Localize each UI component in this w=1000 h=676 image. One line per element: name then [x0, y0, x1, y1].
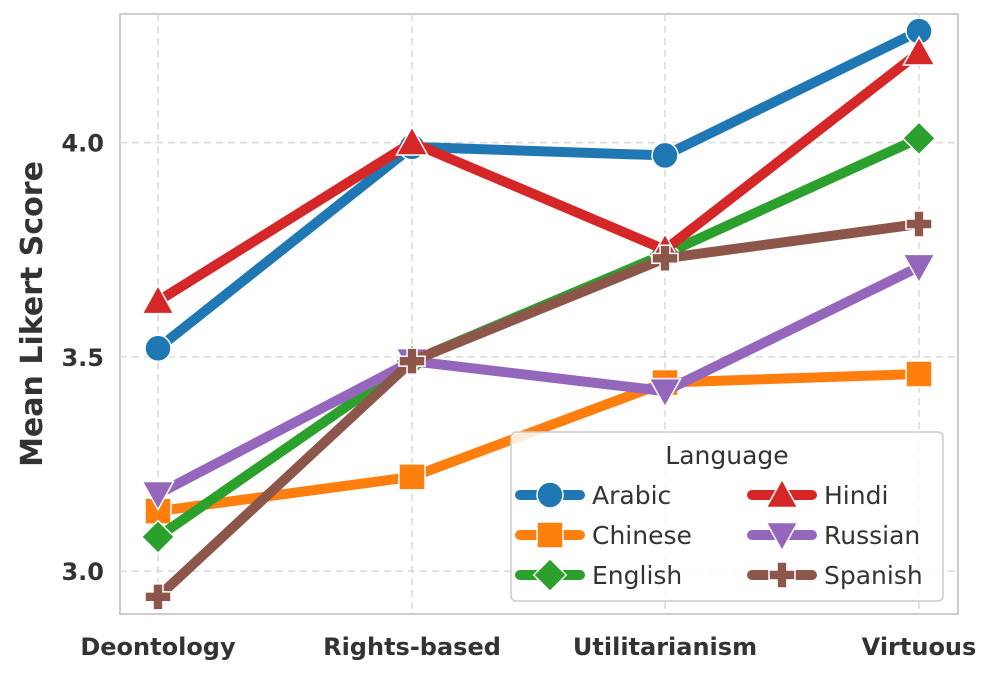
data-point — [144, 334, 172, 363]
legend: Language Arabic Chinese English Hindi Russia… — [510, 431, 944, 602]
data-point — [141, 283, 175, 315]
series-line — [153, 369, 924, 517]
x-tick-labels: Deontology Rights-based Utilitarianism Virt… — [80, 633, 976, 661]
data-point — [140, 519, 176, 555]
series-line — [153, 219, 924, 602]
data-point — [905, 210, 933, 238]
data-point — [901, 120, 937, 156]
data-point — [902, 253, 936, 285]
data-point — [648, 377, 682, 409]
data-point — [536, 481, 564, 509]
legend-label: Russian — [824, 521, 920, 550]
legend-label: Chinese — [592, 521, 692, 550]
series-line — [153, 47, 924, 307]
legend-label: Spanish — [824, 561, 923, 590]
legend-item: English — [515, 557, 682, 593]
legend-box — [510, 431, 944, 602]
data-point — [398, 463, 426, 491]
y-tick-label: 3.0 — [61, 558, 104, 586]
data-point — [398, 347, 426, 375]
series-spanish — [144, 210, 933, 611]
series-line — [153, 26, 924, 354]
data-point — [765, 521, 799, 553]
legend-label: English — [592, 561, 682, 590]
x-tick-label: Rights-based — [323, 633, 501, 661]
x-tick-label: Deontology — [80, 633, 236, 661]
data-point — [905, 360, 933, 388]
y-axis-label: Mean Likert Score — [15, 161, 50, 467]
data-point — [536, 521, 564, 549]
y-tick-label: 3.5 — [61, 344, 104, 372]
legend-item: Arabic — [515, 481, 671, 510]
data-point — [532, 557, 568, 593]
x-tick-label: Utilitarianism — [573, 633, 757, 661]
data-point — [651, 141, 679, 170]
data-point — [768, 561, 796, 589]
y-tick-label: 4.0 — [61, 130, 104, 158]
data-point — [395, 125, 429, 156]
data-point — [141, 480, 175, 512]
data-point — [902, 35, 936, 66]
data-point — [765, 477, 799, 509]
legend-item: Hindi — [747, 477, 888, 510]
legend-title: Language — [665, 441, 788, 470]
legend-item: Spanish — [747, 561, 923, 590]
legend-item: Russian — [747, 521, 920, 553]
data-point — [651, 244, 679, 273]
data-point — [144, 583, 172, 611]
legend-item: Chinese — [515, 521, 692, 550]
series-group — [140, 17, 937, 611]
legend-label: Arabic — [592, 481, 671, 510]
legend-items: Arabic Chinese English Hindi Russian Spanish — [515, 477, 923, 593]
x-tick-label: Virtuous — [862, 633, 977, 661]
legend-label: Hindi — [824, 481, 888, 510]
y-tick-labels: 3.0 3.5 4.0 — [61, 130, 104, 587]
series-line — [153, 261, 924, 499]
